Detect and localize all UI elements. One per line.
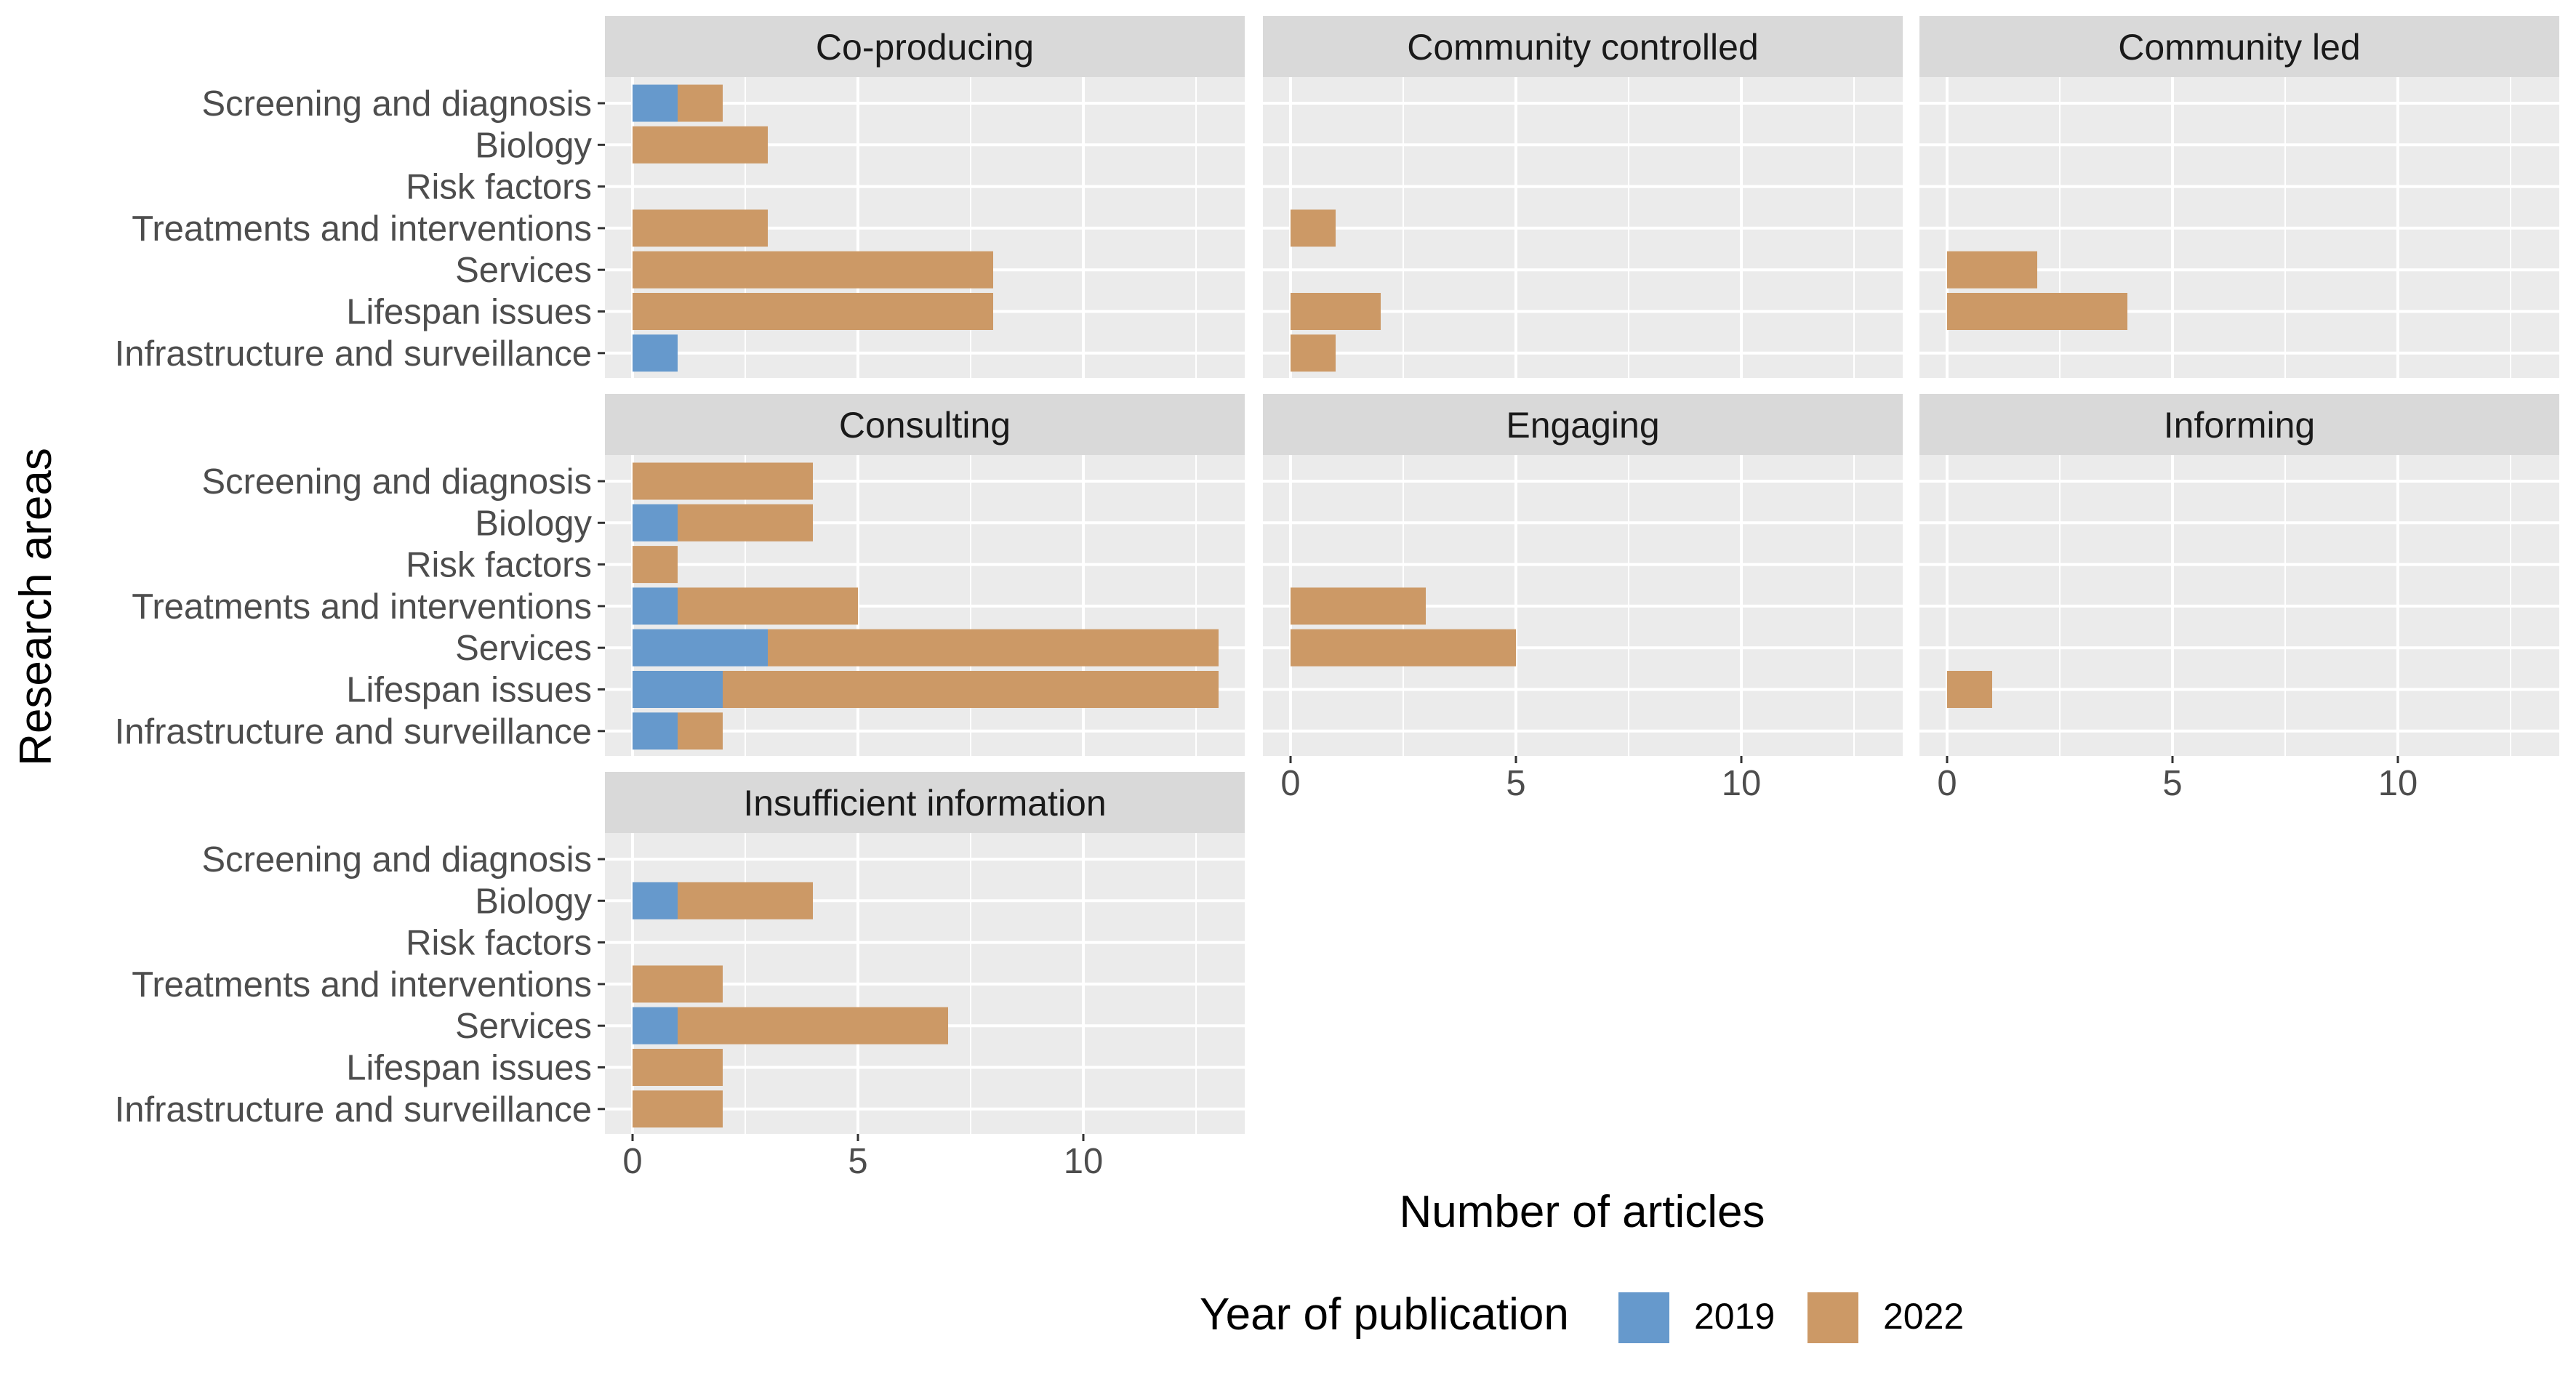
bar-insufficient-information-lifespan-issues-2022 xyxy=(633,1049,723,1086)
bar-consulting-services-2022 xyxy=(768,629,1219,667)
bar-consulting-lifespan-issues-2019 xyxy=(633,671,723,708)
y-tick-label: Services xyxy=(455,1007,592,1046)
bar-consulting-screening-and-diagnosis-2022 xyxy=(633,462,813,500)
x-tick-label: 10 xyxy=(2378,764,2418,803)
bar-insufficient-information-biology-2019 xyxy=(633,882,678,919)
bar-community-led-lifespan-issues-2022 xyxy=(1947,293,2127,330)
y-tick-label: Services xyxy=(455,629,592,668)
bar-engaging-services-2022 xyxy=(1291,629,1516,667)
bar-community-led-services-2022 xyxy=(1947,251,2037,289)
y-tick-label: Treatments and interventions xyxy=(132,209,592,249)
y-tick-label: Services xyxy=(455,251,592,290)
facet-consulting: Consulting Screening and diagnosisBiology… xyxy=(115,394,1245,756)
facet-title-insufficient-information: Insufficient information xyxy=(743,783,1106,824)
facet-strip-community-led xyxy=(1919,16,2559,77)
y-tick-label: Lifespan issues xyxy=(346,1049,592,1088)
y-tick-label: Biology xyxy=(475,126,592,165)
bar-consulting-biology-2019 xyxy=(633,504,678,541)
bar-informing-lifespan-issues-2022 xyxy=(1947,671,1992,708)
y-tick-label: Risk factors xyxy=(406,168,592,207)
y-tick-label: Treatments and interventions xyxy=(132,965,592,1004)
legend-swatch-2022 xyxy=(1807,1292,1858,1343)
facet-engaging: Engaging 0 5 10 xyxy=(1263,394,1903,803)
y-tick-label: Screening and diagnosis xyxy=(201,84,592,124)
bar-co-producing-biology-2022 xyxy=(633,126,768,164)
bar-community-controlled-treatments-and-interventions-2022 xyxy=(1291,209,1336,247)
y-axis-title: Research areas xyxy=(11,448,61,766)
bar-co-producing-services-2022 xyxy=(633,251,993,289)
facet-strip-co-producing xyxy=(605,16,1245,77)
bar-consulting-infrastructure-and-surveillance-2019 xyxy=(633,712,678,750)
bar-engaging-treatments-and-interventions-2022 xyxy=(1291,587,1426,625)
bar-community-controlled-infrastructure-and-surveillance-2022 xyxy=(1291,334,1336,372)
facet-insufficient-information: Insufficient information Screening and di… xyxy=(115,772,1245,1181)
bar-consulting-treatments-and-interventions-2022 xyxy=(678,587,858,625)
bar-co-producing-lifespan-issues-2022 xyxy=(633,293,993,330)
x-tick-label: 5 xyxy=(1506,764,1525,803)
x-tick-label: 0 xyxy=(1937,764,1957,803)
bar-consulting-lifespan-issues-2022 xyxy=(723,671,1219,708)
x-tick-label: 10 xyxy=(1064,1142,1104,1181)
facet-community-controlled: Community controlled xyxy=(1263,16,1903,378)
bar-consulting-infrastructure-and-surveillance-2022 xyxy=(678,712,723,750)
y-tick-label: Lifespan issues xyxy=(346,671,592,710)
y-tick-label: Infrastructure and surveillance xyxy=(115,334,592,374)
x-axis-title: Number of articles xyxy=(1399,1187,1765,1237)
x-tick-label: 5 xyxy=(2162,764,2182,803)
y-tick-label: Risk factors xyxy=(406,546,592,585)
facet-community-led: Community led xyxy=(1919,16,2559,378)
x-tick-label: 0 xyxy=(1280,764,1300,803)
y-tick-label: Lifespan issues xyxy=(346,293,592,332)
x-tick-label: 10 xyxy=(1722,764,1762,803)
y-tick-label: Treatments and interventions xyxy=(132,587,592,627)
facet-strip-engaging xyxy=(1263,394,1903,455)
bar-consulting-biology-2022 xyxy=(678,504,813,541)
bar-insufficient-information-services-2019 xyxy=(633,1007,678,1044)
facet-strip-informing xyxy=(1919,394,2559,455)
y-tick-label: Risk factors xyxy=(406,924,592,963)
bar-insufficient-information-infrastructure-and-surveillance-2022 xyxy=(633,1090,723,1128)
y-tick-label: Infrastructure and surveillance xyxy=(115,712,592,752)
facet-strip-consulting xyxy=(605,394,1245,455)
bar-co-producing-treatments-and-interventions-2022 xyxy=(633,209,768,247)
facet-strip-community-controlled xyxy=(1263,16,1903,77)
legend-label-2022: 2022 xyxy=(1883,1296,1964,1337)
facet-title-community-led: Community led xyxy=(2118,27,2360,68)
facet-title-informing: Informing xyxy=(2164,405,2315,446)
legend-swatch-2019 xyxy=(1618,1292,1669,1343)
bar-consulting-services-2019 xyxy=(633,629,768,667)
facet-title-engaging: Engaging xyxy=(1506,405,1659,446)
bar-insufficient-information-biology-2022 xyxy=(678,882,813,919)
legend-label-2019: 2019 xyxy=(1694,1296,1775,1337)
facet-informing: Informing 0 5 10 xyxy=(1919,394,2559,803)
bar-co-producing-screening-and-diagnosis-2019 xyxy=(633,84,678,122)
y-tick-label: Screening and diagnosis xyxy=(201,462,592,502)
bar-insufficient-information-treatments-and-interventions-2022 xyxy=(633,965,723,1003)
y-tick-label: Biology xyxy=(475,504,592,543)
facet-co-producing: Co-producing Screening and diagnosisBiolo… xyxy=(115,16,1245,378)
facet-title-co-producing: Co-producing xyxy=(816,27,1034,68)
y-tick-label: Infrastructure and surveillance xyxy=(115,1090,592,1130)
x-tick-label: 5 xyxy=(848,1142,867,1181)
bar-co-producing-screening-and-diagnosis-2022 xyxy=(678,84,723,122)
bar-co-producing-infrastructure-and-surveillance-2019 xyxy=(633,334,678,372)
bar-consulting-risk-factors-2022 xyxy=(633,546,678,584)
y-tick-label: Biology xyxy=(475,882,592,921)
legend: Year of publication 2019 2022 xyxy=(1200,1289,1964,1343)
facet-strip-insufficient-information xyxy=(605,772,1245,833)
facet-title-community-controlled: Community controlled xyxy=(1407,27,1759,68)
facet-title-consulting: Consulting xyxy=(839,405,1011,446)
bar-insufficient-information-services-2022 xyxy=(678,1007,948,1044)
y-tick-label: Screening and diagnosis xyxy=(201,840,592,879)
legend-title: Year of publication xyxy=(1200,1289,1569,1340)
x-tick-label: 0 xyxy=(622,1142,642,1181)
bar-community-controlled-lifespan-issues-2022 xyxy=(1291,293,1381,330)
bar-consulting-treatments-and-interventions-2019 xyxy=(633,587,678,625)
